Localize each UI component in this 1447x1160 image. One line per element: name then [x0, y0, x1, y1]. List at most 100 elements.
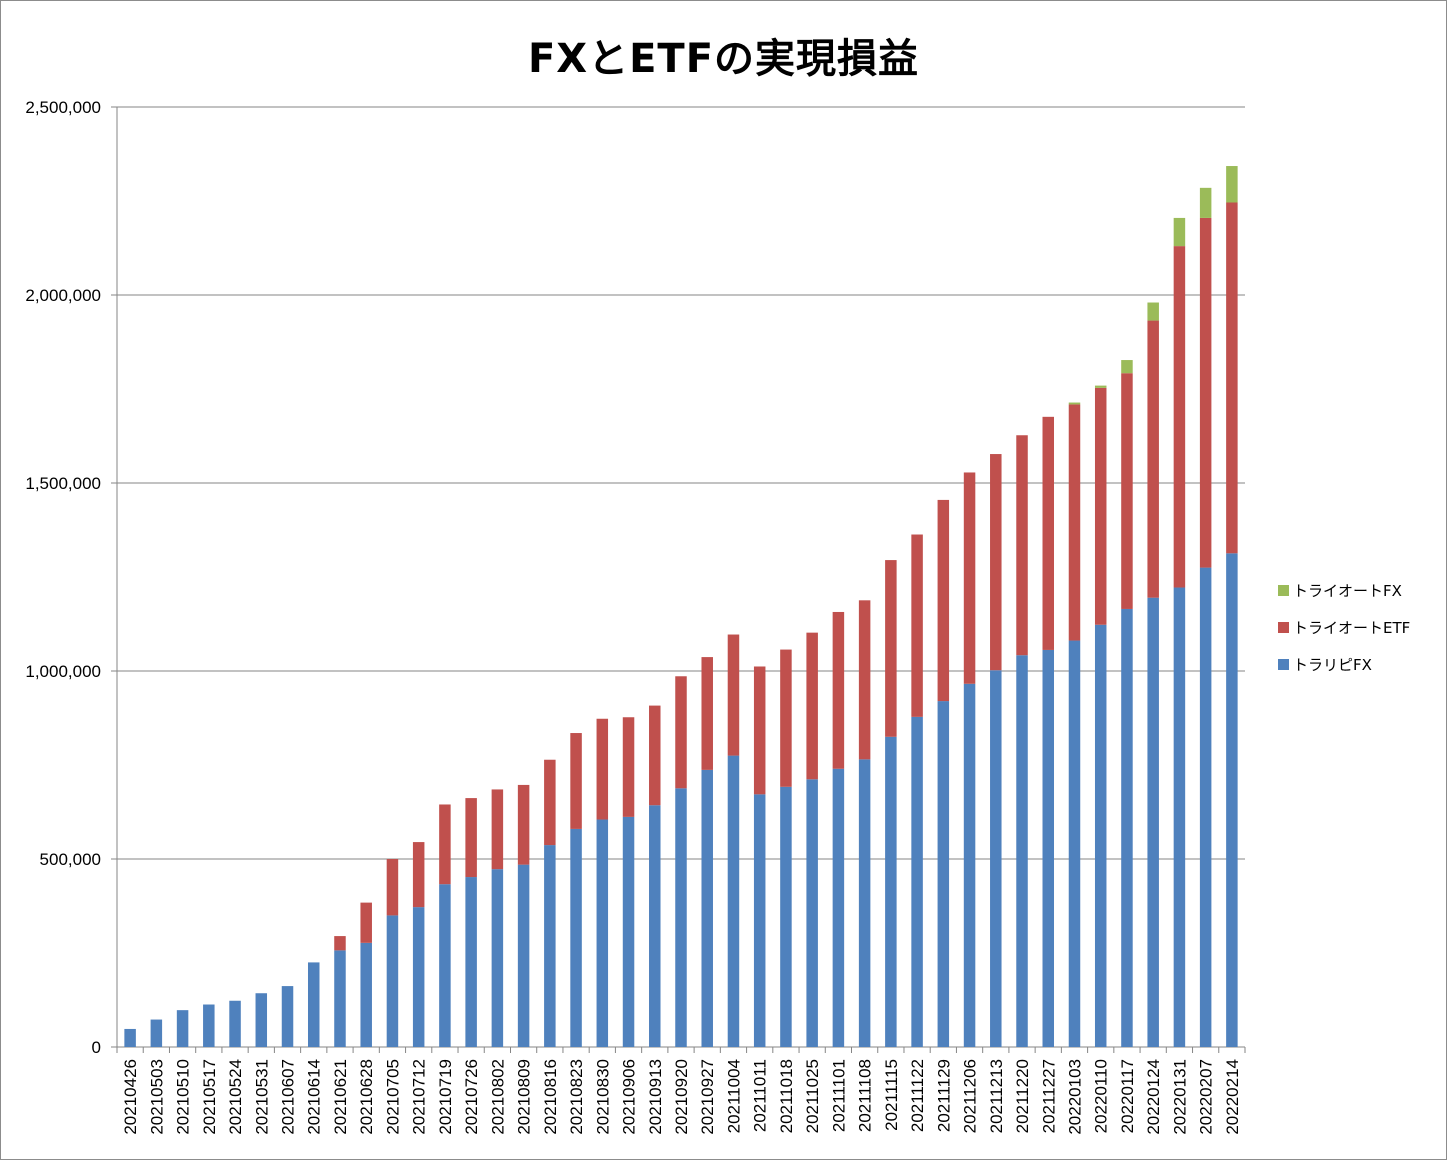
x-tick-label: 20211227 — [1039, 1059, 1058, 1133]
bar-torapipi-fx — [1173, 587, 1186, 1047]
bar-torapipi-fx — [465, 877, 477, 1047]
bar-torapipi-fx — [806, 779, 818, 1047]
x-tick-label: 20210426 — [121, 1059, 140, 1135]
bar-toraiauto-etf — [386, 859, 399, 916]
bar-torapipi-fx — [1226, 553, 1238, 1047]
bar-torapipi-fx — [990, 670, 1002, 1047]
legend-item-toraiauto-etf: トライオートETF — [1278, 609, 1410, 646]
x-tick-label: 20211115 — [882, 1059, 901, 1131]
bar-torapipi-fx — [386, 915, 399, 1047]
bar-torapipi-fx — [832, 768, 845, 1047]
bar-toraiauto-etf — [1094, 387, 1107, 625]
bar-torapipi-fx — [1199, 567, 1212, 1047]
y-tick-label: 2,000,000 — [25, 286, 101, 305]
bar-toraiauto-etf — [622, 717, 635, 817]
x-tick-label: 20210503 — [147, 1059, 166, 1135]
x-tick-label: 20210517 — [200, 1059, 219, 1135]
bar-torapipi-fx — [1042, 649, 1055, 1047]
bar-torapipi-fx — [1094, 624, 1107, 1047]
bar-torapipi-fx — [701, 769, 713, 1047]
x-tick-label: 20210524 — [226, 1059, 245, 1135]
legend-label-torapipi-fx: トラリピFX — [1293, 656, 1372, 674]
bar-toraiauto-etf — [1199, 217, 1212, 568]
bar-torapipi-fx — [596, 819, 609, 1047]
legend-item-toraiauto-fx: トライオートFX — [1278, 572, 1410, 609]
x-tick-label: 20220110 — [1092, 1059, 1111, 1133]
x-tick-label: 20211220 — [1013, 1059, 1032, 1133]
bar-toraiauto-etf — [675, 676, 687, 789]
x-tick-label: 20210628 — [357, 1059, 376, 1135]
bar-toraiauto-etf — [780, 649, 792, 787]
bar-torapipi-fx — [570, 828, 582, 1047]
x-tick-label: 20211206 — [961, 1059, 980, 1133]
bar-toraiauto-fx — [1147, 302, 1159, 321]
bar-toraiauto-etf — [570, 733, 582, 829]
x-tick-label: 20211011 — [751, 1059, 770, 1132]
bar-toraiauto-etf — [832, 611, 845, 769]
bar-toraiauto-etf — [491, 789, 504, 870]
legend-label-toraiauto-fx: トライオートFX — [1293, 582, 1402, 600]
x-tick-label: 20211018 — [777, 1059, 796, 1133]
bar-torapipi-fx — [911, 716, 923, 1047]
legend-item-torapipi-fx: トラリピFX — [1278, 646, 1410, 683]
y-tick-label: 0 — [92, 1038, 101, 1057]
y-tick-label: 2,500,000 — [25, 98, 101, 117]
x-tick-label: 20220207 — [1197, 1059, 1216, 1135]
bar-torapipi-fx — [412, 907, 425, 1047]
bar-toraiauto-etf — [937, 499, 950, 702]
bar-torapipi-fx — [176, 1010, 189, 1047]
bar-toraiauto-etf — [596, 718, 609, 820]
bar-torapipi-fx — [780, 786, 792, 1047]
bar-toraiauto-etf — [1016, 435, 1028, 656]
bar-toraiauto-fx — [1121, 360, 1133, 374]
x-tick-label: 20210913 — [646, 1059, 665, 1135]
legend-label-toraiauto-etf: トライオートETF — [1293, 619, 1411, 637]
bar-torapipi-fx — [649, 805, 661, 1047]
bar-toraiauto-etf — [544, 759, 556, 846]
legend-swatch-toraiauto-fx — [1278, 585, 1289, 596]
bar-torapipi-fx — [753, 794, 766, 1047]
bar-toraiauto-etf — [334, 936, 346, 951]
y-tick-label: 500,000 — [40, 850, 101, 869]
bar-toraiauto-etf — [858, 600, 871, 760]
x-tick-label: 20220131 — [1170, 1059, 1189, 1135]
chart-title: FXとETFの実現損益 — [527, 36, 920, 82]
bar-toraiauto-etf — [963, 472, 976, 684]
x-tick-label: 20211108 — [856, 1059, 875, 1132]
bar-toraiauto-etf — [1147, 320, 1159, 598]
x-tick-label: 20210816 — [541, 1059, 560, 1135]
x-tick-label: 20210809 — [515, 1059, 534, 1135]
bar-toraiauto-etf — [1173, 246, 1186, 588]
bar-toraiauto-etf — [412, 842, 425, 908]
x-tick-label: 20210621 — [331, 1059, 350, 1135]
bar-torapipi-fx — [491, 869, 504, 1047]
bar-toraiauto-fx — [1094, 385, 1107, 388]
x-tick-label: 20210726 — [462, 1059, 481, 1135]
bar-torapipi-fx — [1016, 655, 1028, 1047]
bar-torapipi-fx — [307, 962, 320, 1047]
bar-toraiauto-etf — [517, 784, 530, 865]
bar-torapipi-fx — [1147, 597, 1159, 1047]
x-tick-label: 20211025 — [803, 1059, 822, 1133]
x-tick-label: 20211129 — [934, 1059, 953, 1132]
x-tick-label: 20210607 — [279, 1059, 298, 1135]
bar-toraiauto-fx — [1068, 402, 1081, 405]
bar-torapipi-fx — [229, 1000, 241, 1047]
x-tick-label: 20220103 — [1065, 1059, 1084, 1135]
bar-torapipi-fx — [1121, 608, 1133, 1047]
bar-toraiauto-etf — [990, 454, 1002, 671]
bar-toraiauto-etf — [360, 902, 372, 943]
bar-torapipi-fx — [203, 1004, 215, 1047]
x-tick-label: 20210705 — [383, 1059, 402, 1135]
x-tick-label: 20211004 — [724, 1059, 743, 1133]
bar-toraiauto-etf — [885, 560, 897, 737]
bar-torapipi-fx — [360, 942, 372, 1047]
bar-toraiauto-etf — [727, 634, 740, 756]
x-tick-label: 20210802 — [488, 1059, 507, 1135]
bar-torapipi-fx — [937, 701, 950, 1047]
x-tick-label: 20210510 — [174, 1059, 193, 1135]
bar-toraiauto-etf — [701, 657, 713, 770]
bar-toraiauto-etf — [649, 705, 661, 806]
bar-torapipi-fx — [334, 950, 346, 1047]
